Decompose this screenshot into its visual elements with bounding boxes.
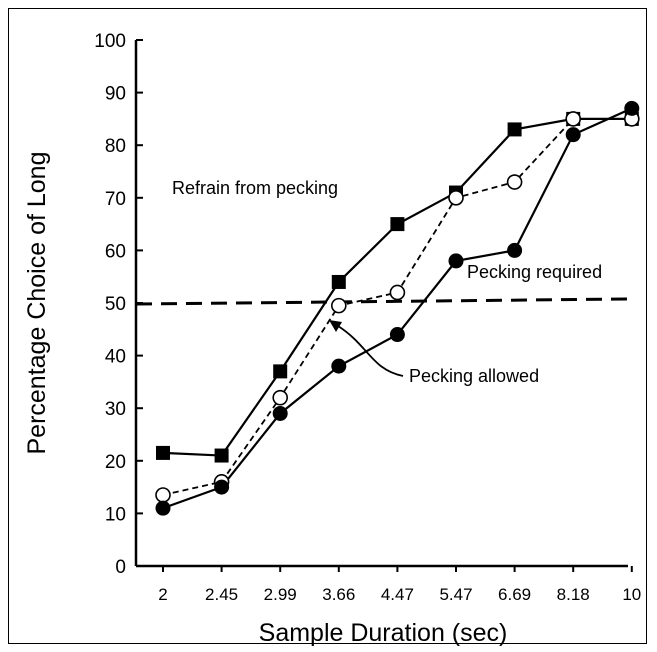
data-point-square bbox=[331, 274, 346, 289]
y-axis-title: Percentage Choice of Long bbox=[23, 152, 51, 455]
y-tick-label: 50 bbox=[105, 294, 126, 315]
data-point-open-circle bbox=[155, 487, 171, 503]
chart-frame bbox=[8, 8, 647, 644]
x-tick-label: 10 bbox=[622, 585, 641, 604]
annotation-pecking-allowed: Pecking allowed bbox=[409, 366, 539, 386]
x-tick-label: 6.69 bbox=[498, 585, 531, 604]
x-tick-label: 5.47 bbox=[439, 585, 472, 604]
series-pecking-required bbox=[162, 107, 633, 510]
data-point-filled-circle bbox=[565, 127, 581, 143]
series-line bbox=[162, 107, 633, 510]
y-tick-label: 30 bbox=[105, 399, 126, 420]
data-point-open-circle bbox=[506, 174, 523, 190]
axes bbox=[134, 40, 628, 568]
y-tick-label: 10 bbox=[105, 504, 126, 525]
markers-pecking-allowed bbox=[155, 111, 640, 503]
y-ticks: 0 10 20 30 40 50 60 70 80 90 100 bbox=[94, 31, 143, 578]
markers-pecking-required bbox=[155, 100, 640, 516]
x-ticks: 2 2.45 2.99 3.66 4.47 5.47 6.69 8.18 10 bbox=[158, 566, 641, 604]
data-point-open-circle bbox=[330, 297, 347, 314]
data-point-open-circle bbox=[565, 111, 582, 127]
x-axis-title: Sample Duration (sec) bbox=[259, 619, 508, 647]
y-tick-label: 40 bbox=[105, 347, 126, 368]
y-tick-label: 70 bbox=[105, 189, 126, 210]
data-point-open-circle bbox=[389, 284, 406, 301]
y-tick-label: 20 bbox=[105, 452, 126, 473]
y-tick-label: 100 bbox=[94, 31, 126, 52]
data-point-filled-circle bbox=[624, 100, 640, 116]
data-point-filled-circle bbox=[507, 242, 523, 258]
data-point-filled-circle bbox=[155, 500, 171, 516]
chance-reference-line bbox=[135, 297, 629, 306]
x-tick-label: 2.99 bbox=[264, 585, 297, 604]
x-tick-label: 4.47 bbox=[381, 585, 414, 604]
data-point-square bbox=[156, 445, 170, 460]
series-group bbox=[155, 100, 640, 516]
annotation-refrain-from-pecking: Refrain from pecking bbox=[172, 178, 338, 198]
x-tick-label: 2.45 bbox=[205, 585, 238, 604]
data-point-filled-circle bbox=[389, 327, 405, 343]
annotation-arrowhead bbox=[329, 320, 342, 332]
x-tick-label: 8.18 bbox=[557, 585, 590, 604]
y-tick-label: 0 bbox=[115, 557, 126, 578]
data-point-square bbox=[273, 364, 288, 379]
data-point-filled-circle bbox=[331, 358, 347, 374]
data-point-open-circle bbox=[448, 190, 464, 206]
data-point-filled-circle bbox=[272, 405, 288, 421]
data-point-square bbox=[390, 217, 405, 232]
data-point-filled-circle bbox=[448, 253, 464, 269]
x-tick-label: 3.66 bbox=[322, 585, 355, 604]
data-point-square bbox=[214, 448, 229, 463]
annotation-arrow bbox=[337, 325, 404, 377]
y-tick-label: 90 bbox=[105, 84, 126, 105]
y-tick-label: 60 bbox=[105, 241, 126, 262]
data-point-square bbox=[507, 122, 522, 137]
x-tick-label: 2 bbox=[158, 585, 167, 604]
y-tick-label: 80 bbox=[105, 136, 126, 157]
data-point-filled-circle bbox=[214, 479, 230, 495]
annotation-pecking-required: Pecking required bbox=[467, 262, 602, 282]
data-point-open-circle bbox=[272, 389, 289, 406]
